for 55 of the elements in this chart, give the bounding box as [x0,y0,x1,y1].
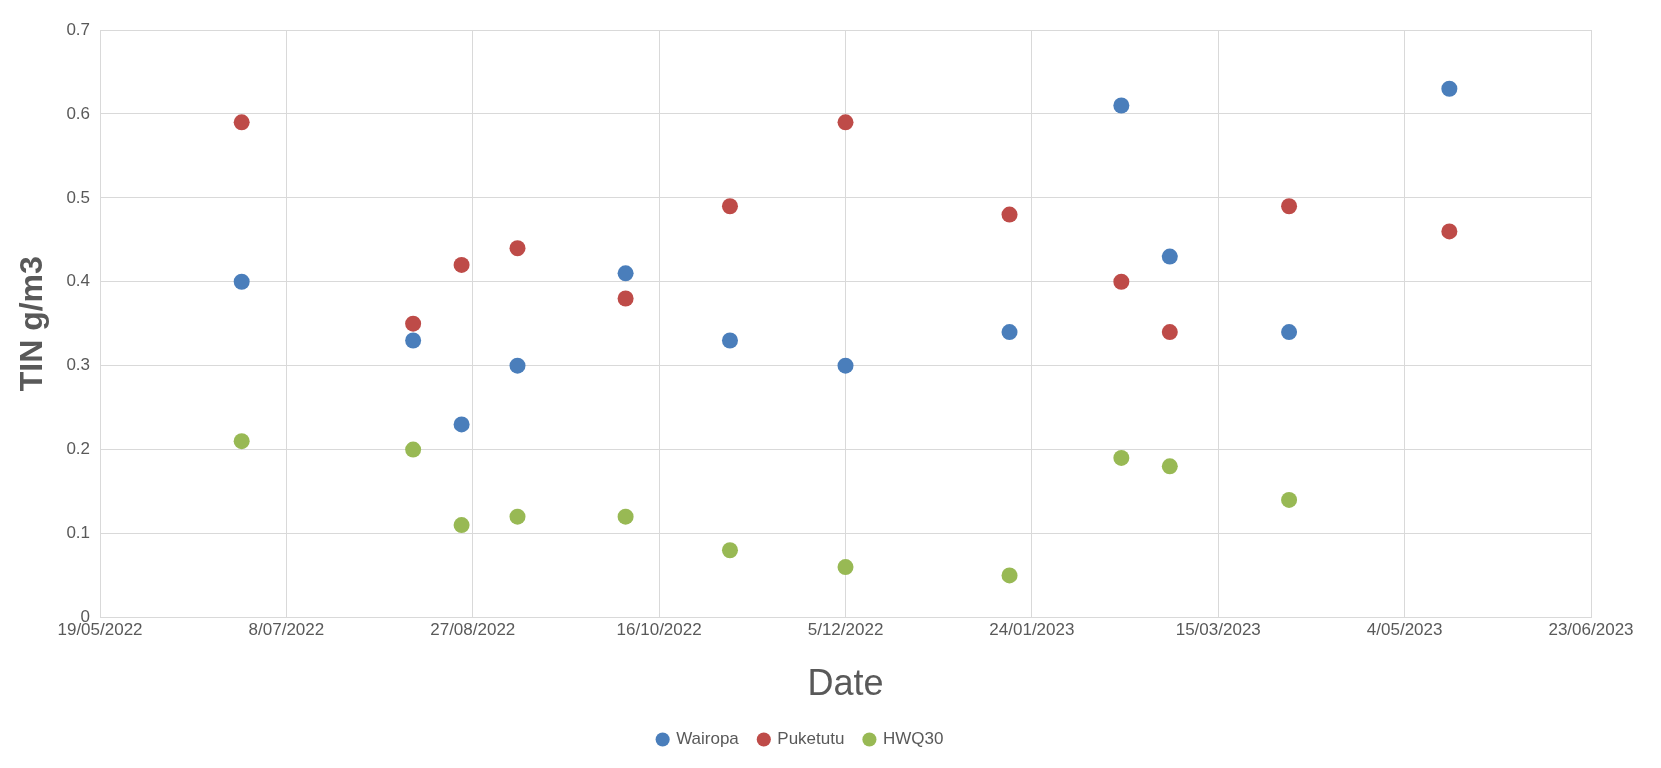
point [453,517,470,534]
point [233,114,250,131]
y-tick-label: 0.3 [66,355,91,375]
point [837,559,854,576]
legend-label: Wairopa [676,729,740,749]
x-tick-label: 8/07/2022 [248,620,325,640]
point [1281,198,1298,215]
x-tick-label: 27/08/2022 [430,620,516,640]
point [509,508,526,525]
point [1001,206,1018,223]
point [1441,223,1458,240]
point [1113,449,1130,466]
point [1001,324,1018,341]
point [1281,324,1298,341]
point [1113,97,1130,114]
point [1161,458,1178,475]
point [1113,273,1130,290]
point [721,198,738,215]
point [405,332,422,349]
point [509,357,526,374]
point [617,265,634,282]
x-tick-label: 15/03/2023 [1175,620,1261,640]
y-tick-label: 0.6 [66,103,91,123]
point [1001,567,1018,584]
point [405,315,422,332]
y-tick-label: 0.4 [66,271,91,291]
x-tick-label: 4/05/2023 [1366,620,1443,640]
y-tick-label: 0.1 [66,523,91,543]
point [617,290,634,307]
point [1161,248,1178,265]
point [233,273,250,290]
x-tick-label: 24/01/2023 [989,620,1075,640]
point [1161,324,1178,341]
point [453,416,470,433]
point [1281,491,1298,508]
point [837,114,854,131]
point [617,508,634,525]
y-tick-label: 0.2 [66,439,91,459]
y-tick-label: 0.7 [66,19,91,39]
x-axis-title: Date [807,662,884,704]
y-tick-label: 0.5 [66,187,91,207]
point [405,441,422,458]
x-tick-label: 23/06/2023 [1548,620,1634,640]
point [721,332,738,349]
y-axis-title: TIN g/m3 [13,256,50,392]
point [509,240,526,257]
legend-label: Puketutu [777,729,845,749]
point [1441,80,1458,97]
x-tick-label: 5/12/2022 [807,620,884,640]
x-tick-label: 16/10/2022 [616,620,702,640]
point [453,256,470,273]
point [837,357,854,374]
point [233,433,250,450]
point [721,542,738,559]
legend-label: HWQ30 [882,729,944,749]
